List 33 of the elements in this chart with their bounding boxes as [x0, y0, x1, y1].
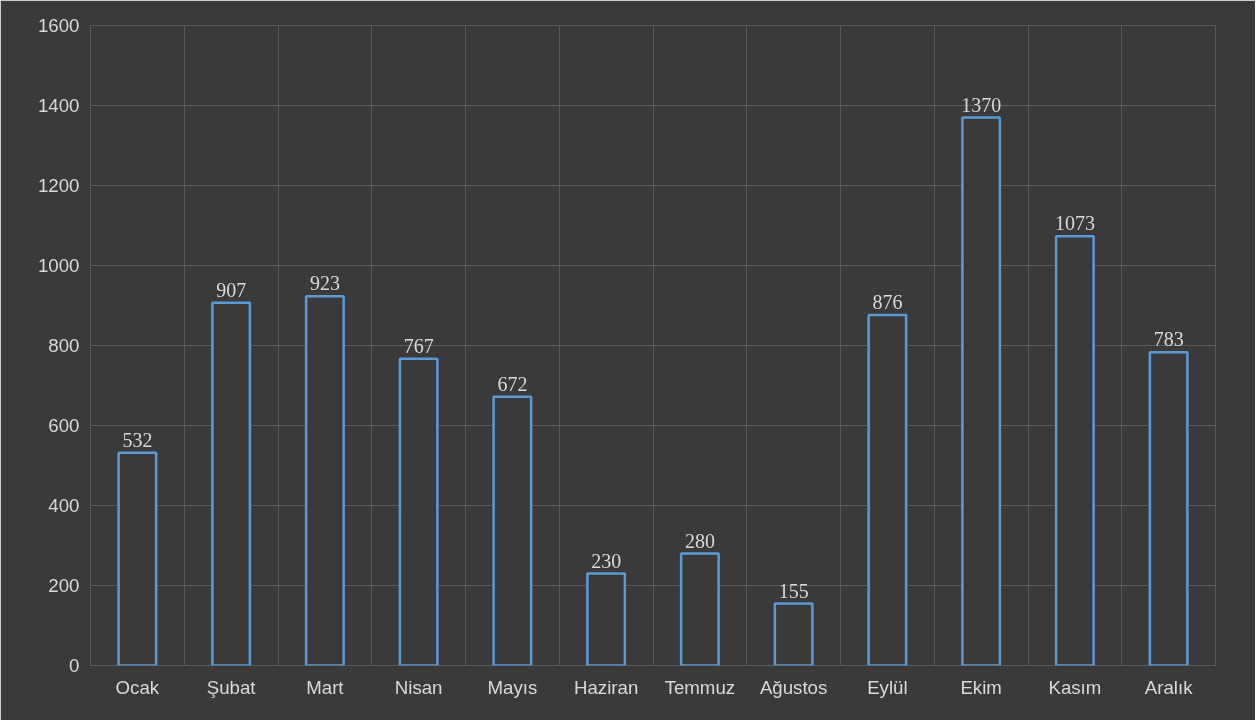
x-tick-label: Şubat: [206, 676, 257, 698]
y-tick-label: 1200: [38, 175, 80, 196]
y-tick-label: 400: [48, 495, 80, 516]
data-label: 230: [591, 549, 622, 572]
x-tick-label: Nisan: [394, 676, 443, 698]
y-tick-label: 800: [48, 335, 80, 356]
x-tick-label: Mart: [306, 676, 345, 698]
data-label: 280: [684, 529, 715, 552]
data-label: 907: [216, 278, 247, 301]
x-tick-label: Ekim: [960, 676, 1002, 698]
y-tick-label: 0: [69, 655, 80, 676]
x-tick-label: Kasım: [1048, 676, 1102, 698]
x-tick-label: Eylül: [867, 676, 908, 698]
data-label: 923: [309, 272, 340, 295]
data-label: 532: [122, 428, 153, 451]
data-label: 155: [778, 579, 809, 602]
data-label: 767: [403, 334, 434, 357]
data-label: 1370: [961, 93, 1002, 116]
data-label: 1073: [1054, 212, 1095, 235]
y-tick-label: 600: [48, 415, 80, 436]
x-tick-label: Aralık: [1144, 676, 1194, 698]
x-tick-label: Ocak: [115, 676, 160, 698]
y-tick-label: 1000: [38, 255, 80, 276]
x-tick-label: Ağustos: [759, 676, 828, 698]
data-label: 783: [1153, 328, 1184, 351]
y-tick-label: 200: [48, 575, 80, 596]
x-tick-label: Haziran: [573, 676, 639, 698]
data-label: 672: [497, 372, 528, 395]
y-tick-label: 1400: [38, 95, 80, 116]
x-tick-label: Mayıs: [487, 676, 538, 698]
y-tick-label: 1600: [38, 15, 80, 36]
x-tick-label: Temmuz: [664, 676, 736, 698]
data-label: 876: [872, 291, 903, 314]
